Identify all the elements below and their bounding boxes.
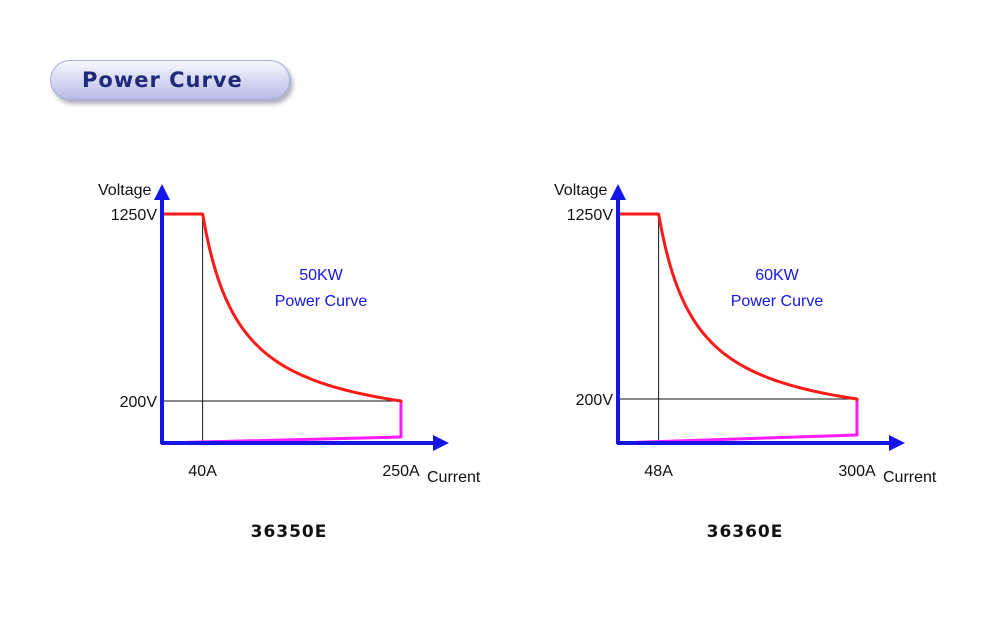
- chart2-power-curve-series: [618, 212, 859, 435]
- chart1-x-axis-label: Current: [427, 469, 481, 486]
- chart1-y-axis-label: Voltage: [98, 182, 151, 199]
- chart2-x-axis-arrow-icon: [889, 435, 905, 451]
- chart1-power-curve-label: Power Curve: [275, 293, 368, 310]
- chart1-power-rating-label: 50KW: [299, 267, 343, 284]
- chart2-power-rating-label: 60KW: [755, 267, 799, 284]
- chart2-y-axis-label: Voltage: [554, 182, 607, 199]
- chart1-y-tick-1250v: 1250V: [111, 207, 158, 224]
- chart2-y-axis-arrow-icon: [610, 184, 626, 200]
- chart2-y-tick-1250v: 1250V: [567, 207, 614, 224]
- chart1-x-tick-knee: 40A: [188, 463, 217, 480]
- power-curve-title-badge: Power Curve: [50, 60, 290, 100]
- chart1-x-axis-arrow-icon: [433, 435, 449, 451]
- chart2-y-tick-200v: 200V: [576, 392, 614, 409]
- chart1-lower-limit-series: [161, 403, 403, 445]
- chart2-power-curve-label: Power Curve: [731, 293, 824, 310]
- chart2-model-name: 36360E: [707, 522, 784, 542]
- chart1-power-curve-series: [162, 212, 403, 437]
- chart1-y-axis-arrow-icon: [154, 184, 170, 200]
- chart2-x-axis-label: Current: [883, 469, 937, 486]
- chart2-x-tick-knee: 48A: [644, 463, 673, 480]
- chart1-x-tick-max: 250A: [382, 463, 420, 480]
- chart2-lower-limit-series: [617, 401, 859, 445]
- chart2-x-tick-max: 300A: [838, 463, 876, 480]
- chart1-model-name: 36350E: [251, 522, 328, 542]
- chart1-y-tick-200v: 200V: [120, 394, 158, 411]
- page-title: Power Curve: [82, 68, 243, 92]
